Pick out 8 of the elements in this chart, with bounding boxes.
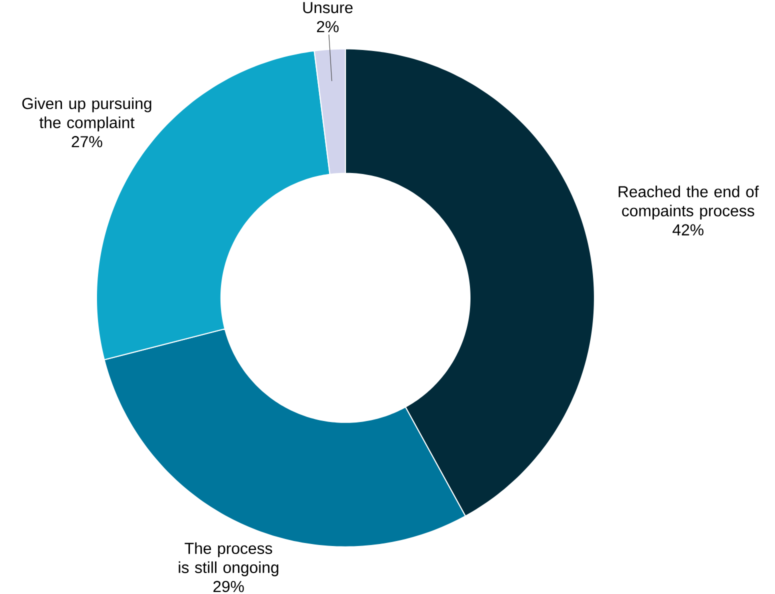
slice-label: The process is still ongoing	[178, 542, 278, 576]
slice-label: Unsure	[303, 2, 353, 14]
data-label: 42%	[672, 224, 704, 236]
slice-label: Reached the end of compaints process	[618, 186, 759, 220]
slice-label: Given up pursuing the complaint	[22, 97, 152, 132]
data-label: 27%	[72, 136, 102, 148]
data-label: 2%	[316, 20, 339, 32]
data-label: 29%	[213, 580, 244, 592]
